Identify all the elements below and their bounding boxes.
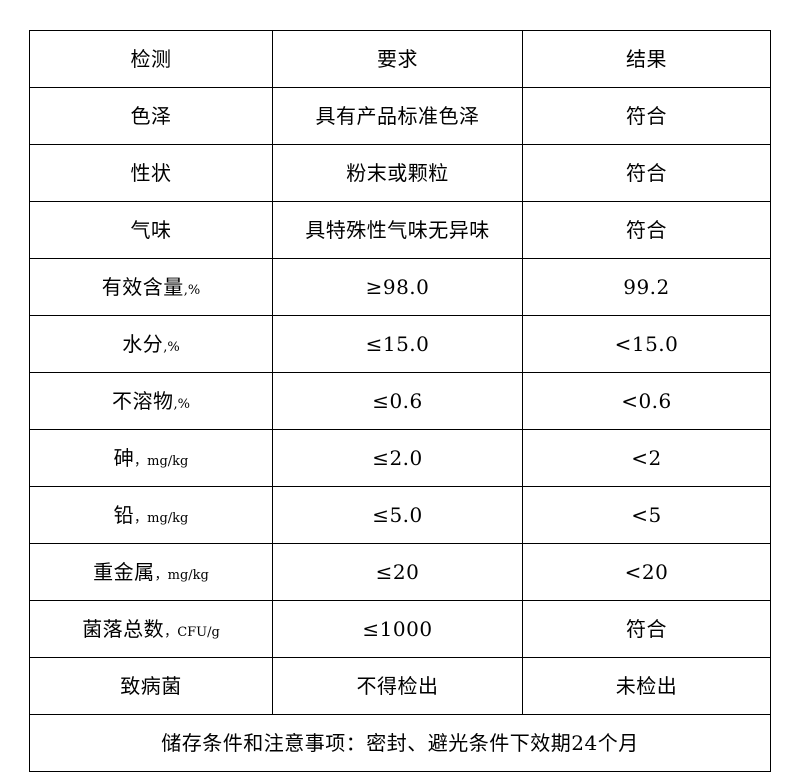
- item-label: 有效含量: [101, 274, 184, 299]
- item-unit: ,%: [173, 396, 191, 412]
- item-label: 菌落总数: [82, 616, 165, 641]
- cell-item: 铅，mg/kg: [29, 486, 273, 544]
- cell-item: 水分,%: [29, 315, 273, 373]
- table-footer-row: 储存条件和注意事项：密封、避光条件下效期24个月: [29, 714, 771, 772]
- cell-requirement: ≤5.0: [272, 486, 523, 544]
- cell-result: 符合: [522, 87, 771, 145]
- cell-requirement: ≤0.6: [272, 372, 523, 430]
- table-row: 重金属，mg/kg ≤20 <20: [29, 543, 771, 601]
- cell-result: 未检出: [522, 657, 771, 715]
- cell-requirement: 粉末或颗粒: [272, 144, 523, 202]
- cell-requirement: ≤20: [272, 543, 523, 601]
- cell-item: 有效含量,%: [29, 258, 273, 316]
- table-row: 砷，mg/kg ≤2.0 <2: [29, 429, 771, 487]
- cell-requirement: ≤15.0: [272, 315, 523, 373]
- table-row: 水分,% ≤15.0 <15.0: [29, 315, 771, 373]
- cell-result: <15.0: [522, 315, 771, 373]
- cell-result: 符合: [522, 144, 771, 202]
- item-label: 性状: [130, 160, 172, 185]
- cell-result: 符合: [522, 600, 771, 658]
- table-row: 不溶物,% ≤0.6 <0.6: [29, 372, 771, 430]
- cell-requirement: ≥98.0: [272, 258, 523, 316]
- cell-result: <5: [522, 486, 771, 544]
- table-row: 性状 粉末或颗粒 符合: [29, 144, 771, 202]
- cell-item: 不溶物,%: [29, 372, 273, 430]
- document-page: 检测 要求 结果 色泽 具有产品标准色泽 符合 性状 粉末或颗粒 符合 气味 具…: [29, 30, 771, 772]
- cell-result: <20: [522, 543, 771, 601]
- cell-result: <2: [522, 429, 771, 487]
- storage-note: 储存条件和注意事项：密封、避光条件下效期24个月: [29, 714, 771, 772]
- item-unit: ，mg/kg: [154, 567, 209, 583]
- column-header-requirement: 要求: [272, 30, 523, 88]
- specification-table: 检测 要求 结果 色泽 具有产品标准色泽 符合 性状 粉末或颗粒 符合 气味 具…: [29, 30, 771, 772]
- table-row: 色泽 具有产品标准色泽 符合: [29, 87, 771, 145]
- cell-item: 致病菌: [29, 657, 273, 715]
- table-row: 菌落总数，CFU/g ≤1000 符合: [29, 600, 771, 658]
- cell-result: 符合: [522, 201, 771, 259]
- item-label: 致病菌: [120, 673, 182, 698]
- table-row: 气味 具特殊性气味无异味 符合: [29, 201, 771, 259]
- item-unit: ，mg/kg: [134, 510, 189, 526]
- cell-item: 菌落总数，CFU/g: [29, 600, 273, 658]
- cell-requirement: ≤2.0: [272, 429, 523, 487]
- item-label: 砷: [113, 445, 135, 470]
- item-unit: ，mg/kg: [134, 453, 189, 469]
- cell-item: 气味: [29, 201, 273, 259]
- table-header-row: 检测 要求 结果: [29, 30, 771, 88]
- cell-item: 重金属，mg/kg: [29, 543, 273, 601]
- cell-requirement: 具有产品标准色泽: [272, 87, 523, 145]
- cell-item: 色泽: [29, 87, 273, 145]
- item-label: 气味: [130, 217, 172, 242]
- table-row: 有效含量,% ≥98.0 99.2: [29, 258, 771, 316]
- cell-requirement: ≤1000: [272, 600, 523, 658]
- item-label: 铅: [113, 502, 135, 527]
- table-row: 铅，mg/kg ≤5.0 <5: [29, 486, 771, 544]
- item-unit: ,%: [163, 339, 180, 355]
- item-label: 不溶物: [112, 388, 174, 413]
- cell-requirement: 具特殊性气味无异味: [272, 201, 523, 259]
- cell-item: 性状: [29, 144, 273, 202]
- cell-result: <0.6: [522, 372, 771, 430]
- item-label: 水分: [122, 331, 164, 356]
- item-label: 重金属: [93, 559, 155, 584]
- table-row: 致病菌 不得检出 未检出: [29, 657, 771, 715]
- column-header-result: 结果: [522, 30, 771, 88]
- table-body: 检测 要求 结果 色泽 具有产品标准色泽 符合 性状 粉末或颗粒 符合 气味 具…: [29, 30, 771, 772]
- item-label: 色泽: [130, 103, 172, 128]
- column-header-item: 检测: [29, 30, 273, 88]
- cell-requirement: 不得检出: [272, 657, 523, 715]
- item-unit: ，CFU/g: [164, 624, 220, 640]
- cell-item: 砷，mg/kg: [29, 429, 273, 487]
- cell-result: 99.2: [522, 258, 771, 316]
- item-unit: ,%: [183, 282, 201, 298]
